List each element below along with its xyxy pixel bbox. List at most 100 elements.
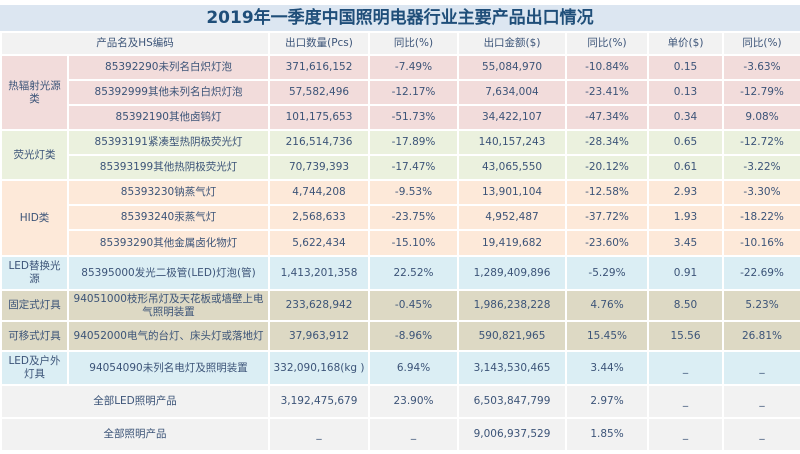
total-label: 全部LED照明产品	[0, 384, 270, 419]
amount-yoy-cell: -23.41%	[565, 79, 649, 106]
product-cell: 94051000枝形吊灯及天花板或墙壁上电气照明装置	[67, 289, 270, 322]
category-cell: 固定式灯具	[0, 289, 69, 322]
amount-cell: 140,157,243	[457, 129, 567, 156]
product-cell: 94054090未列名电灯及照明装置	[67, 350, 270, 386]
amount-cell: 1,289,409,896	[457, 255, 567, 291]
quantity-yoy-cell: _	[368, 417, 459, 452]
amount-cell: 34,422,107	[457, 104, 567, 131]
amount-cell: 590,821,965	[457, 320, 567, 352]
unit-price-cell: _	[647, 384, 724, 419]
unit-price-cell: 0.65	[647, 129, 724, 156]
unit-price-cell: _	[647, 417, 724, 452]
table-row: 可移式灯具 94052000电气的台灯、床头灯或落地灯 37,963,912 -8.9…	[0, 320, 800, 352]
unit-price-cell: 0.13	[647, 79, 724, 106]
header-unit-price: 单价($)	[647, 31, 724, 56]
amount-cell: 4,952,487	[457, 204, 567, 231]
unit-price-cell: 0.15	[647, 54, 724, 81]
product-cell: 94052000电气的台灯、床头灯或落地灯	[67, 320, 270, 352]
page-title: 2019年一季度中国照明电器行业主要产品出口情况	[0, 5, 800, 31]
table-row: 固定式灯具 94051000枝形吊灯及天花板或墙壁上电气照明装置 233,628,9…	[0, 289, 800, 322]
category-cell: 热辐射光源类	[0, 54, 69, 131]
unit-price-cell: 0.91	[647, 255, 724, 291]
quantity-yoy-cell: -51.73%	[368, 104, 459, 131]
unit-price-cell: _	[647, 350, 724, 386]
amount-yoy-cell: -20.12%	[565, 154, 649, 181]
amount-cell: 19,419,682	[457, 229, 567, 257]
quantity-yoy-cell: -0.45%	[368, 289, 459, 322]
unit-price-cell: 2.93	[647, 179, 724, 206]
amount-cell: 9,006,937,529	[457, 417, 567, 452]
quantity-yoy-cell: -15.10%	[368, 229, 459, 257]
table-row: 85393199其他热阴极荧光灯 70,739,393 -17.47% 43,065,…	[1, 154, 800, 181]
category-cell: 荧光灯类	[0, 129, 69, 181]
product-cell: 85393191紧凑型热阴极荧光灯	[67, 129, 270, 156]
amount-yoy-cell: -47.34%	[565, 104, 649, 131]
table-row: LED及户外灯具 94054090未列名电灯及照明装置 332,090,168(kg…	[0, 350, 800, 386]
table-row: 85393240汞蒸气灯 2,568,633 -23.75% 4,952,487 -37…	[1, 204, 800, 231]
quantity-cell: 216,514,736	[268, 129, 370, 156]
unit-price-cell: 8.50	[647, 289, 724, 322]
product-cell: 85392190其他卤钨灯	[67, 104, 270, 131]
quantity-yoy-cell: 6.94%	[368, 350, 459, 386]
quantity-yoy-cell: -17.89%	[368, 129, 459, 156]
unit-price-yoy-cell: _	[722, 417, 800, 452]
unit-price-cell: 1.93	[647, 204, 724, 231]
unit-price-cell: 15.56	[647, 320, 724, 352]
quantity-yoy-cell: -7.49%	[368, 54, 459, 81]
quantity-cell: 5,622,434	[268, 229, 370, 257]
unit-price-yoy-cell: 9.08%	[722, 104, 800, 131]
unit-price-yoy-cell: _	[722, 384, 800, 419]
unit-price-yoy-cell: -3.30%	[722, 179, 800, 206]
quantity-cell: 4,744,208	[268, 179, 370, 206]
unit-price-yoy-cell: -10.16%	[722, 229, 800, 257]
quantity-yoy-cell: 23.90%	[368, 384, 459, 419]
product-cell: 85395000发光二极管(LED)灯泡(管)	[67, 255, 270, 291]
unit-price-yoy-cell: 5.23%	[722, 289, 800, 322]
unit-price-yoy-cell: _	[722, 350, 800, 386]
quantity-yoy-cell: 22.52%	[368, 255, 459, 291]
header-product: 产品名及HS编码	[0, 31, 270, 56]
header-row: 产品名及HS编码 出口数量(Pcs) 同比(%) 出口金额($) 同比(%) 单…	[0, 31, 800, 56]
table-row: HID类 85393230钠蒸气灯 4,744,208 -9.53% 13,901,10…	[0, 179, 800, 257]
quantity-cell: 3,192,475,679	[268, 384, 370, 419]
category-cell: 可移式灯具	[0, 320, 69, 352]
amount-cell: 55,084,970	[457, 54, 567, 81]
amount-yoy-cell: -12.58%	[565, 179, 649, 206]
total-row: 全部LED照明产品 3,192,475,679 23.90% 6,503,847,79…	[0, 384, 800, 419]
amount-cell: 7,634,004	[457, 79, 567, 106]
header-amount: 出口金额($)	[457, 31, 567, 56]
table-row: 85392999其他未列名白炽灯泡 57,582,496 -12.17% 7,634,…	[1, 79, 800, 106]
header-quantity: 出口数量(Pcs)	[268, 31, 370, 56]
total-label: 全部照明产品	[0, 417, 270, 452]
total-row: 全部照明产品 _ _ 9,006,937,529 1.85% _ _	[0, 417, 800, 452]
unit-price-cell: 0.34	[647, 104, 724, 131]
amount-yoy-cell: -28.34%	[565, 129, 649, 156]
product-cell: 85393240汞蒸气灯	[67, 204, 270, 231]
table-row: LED替换光源 85395000发光二极管(LED)灯泡(管) 1,413,201,…	[0, 255, 800, 291]
quantity-cell: 37,963,912	[268, 320, 370, 352]
amount-yoy-cell: -10.84%	[565, 54, 649, 81]
quantity-yoy-cell: -9.53%	[368, 179, 459, 206]
product-cell: 85393230钠蒸气灯	[67, 179, 270, 206]
table-row: 热辐射光源类 85392290未列名白炽灯泡 371,616,152 -7.49% 55…	[0, 54, 800, 131]
amount-yoy-cell: 2.97%	[565, 384, 649, 419]
product-cell: 85392290未列名白炽灯泡	[67, 54, 270, 81]
quantity-cell: 233,628,942	[268, 289, 370, 322]
unit-price-cell: 3.45	[647, 229, 724, 257]
unit-price-yoy-cell: -12.79%	[722, 79, 800, 106]
unit-price-cell: 0.61	[647, 154, 724, 181]
unit-price-yoy-cell: -12.72%	[722, 129, 800, 156]
quantity-cell: 70,739,393	[268, 154, 370, 181]
amount-cell: 3,143,530,465	[457, 350, 567, 386]
quantity-cell: 332,090,168(kg )	[268, 350, 370, 386]
amount-yoy-cell: 3.44%	[565, 350, 649, 386]
amount-cell: 1,986,238,228	[457, 289, 567, 322]
amount-cell: 13,901,104	[457, 179, 567, 206]
quantity-cell: 2,568,633	[268, 204, 370, 231]
amount-yoy-cell: -23.60%	[565, 229, 649, 257]
quantity-cell: 57,582,496	[268, 79, 370, 106]
product-cell: 85393290其他金属卤化物灯	[67, 229, 270, 257]
amount-yoy-cell: 15.45%	[565, 320, 649, 352]
table-row: 85392190其他卤钨灯 101,175,653 -51.73% 34,422,10…	[1, 104, 800, 131]
quantity-cell: 1,413,201,358	[268, 255, 370, 291]
